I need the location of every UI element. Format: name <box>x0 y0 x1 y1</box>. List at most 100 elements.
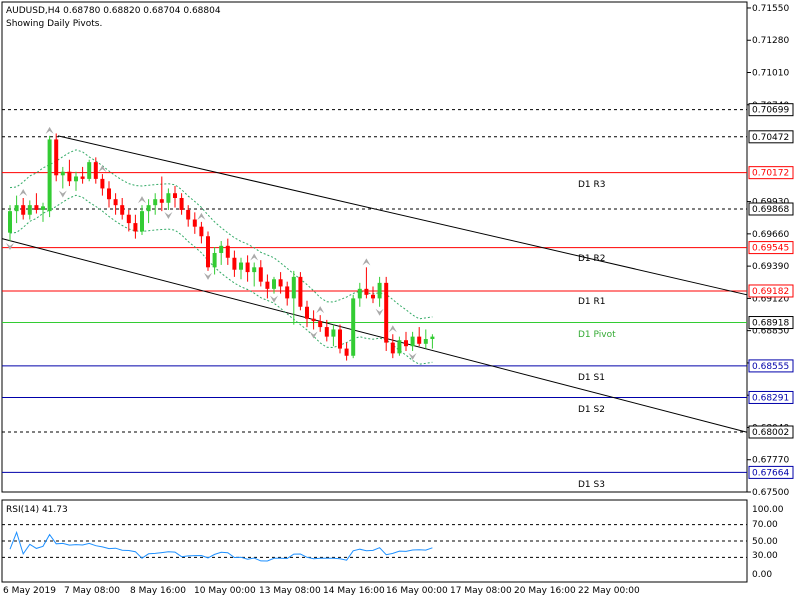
time-label: 10 May 00:00 <box>194 586 256 596</box>
pivot-label-s1: D1 S1 <box>578 373 605 383</box>
candle-body <box>298 276 303 307</box>
candle-body <box>206 236 210 268</box>
candle-body <box>258 267 263 282</box>
price-box <box>748 284 794 298</box>
price-box <box>748 103 794 117</box>
rsi-tick-0: 0.00 <box>752 570 772 580</box>
candle-body <box>344 348 349 356</box>
price-box-label: 0.67664 <box>752 468 789 478</box>
pivot-label-r3: D1 R3 <box>578 180 606 190</box>
candles <box>8 133 435 361</box>
rsi-label: RSI(14) 41.73 <box>6 505 68 515</box>
candle-body <box>430 336 435 340</box>
fractal-down-arrow <box>164 211 173 219</box>
fractal-up-arrow <box>362 258 371 266</box>
regression-channel <box>1 135 748 433</box>
envelope-upper <box>9 149 433 320</box>
candle-body <box>324 327 329 337</box>
rsi-tick-100: 100.00 <box>752 505 784 515</box>
candle-body <box>384 282 389 343</box>
candle-body <box>225 245 230 258</box>
rsi-line <box>9 530 433 562</box>
fractal-up-arrow <box>19 189 28 196</box>
candle-body <box>390 342 395 354</box>
candle-body <box>364 288 369 295</box>
candle-body <box>252 267 257 273</box>
price-box-label: 0.70699 <box>752 106 789 116</box>
fractal-down-arrow <box>204 272 212 280</box>
candle-body <box>404 340 408 347</box>
candle-body <box>21 205 26 215</box>
candle-body <box>272 279 276 289</box>
candle-body <box>107 188 111 200</box>
price-box-label: 0.68291 <box>752 393 789 403</box>
candle-body <box>166 193 171 203</box>
candle-body <box>338 329 342 349</box>
fractal-down-arrow <box>6 243 14 251</box>
price-box <box>748 130 794 144</box>
channel-upper-line <box>57 135 748 296</box>
candle-body <box>179 198 184 210</box>
pivot-label-s3: D1 S3 <box>578 480 605 490</box>
rsi-tick-50: 50.00 <box>752 537 778 547</box>
price-axis: 0.715500.712800.710100.707400.699300.696… <box>747 4 794 498</box>
price-box <box>748 359 794 373</box>
candle-body <box>8 211 12 233</box>
candle-body <box>285 286 290 299</box>
fractal-up-arrow <box>98 165 107 173</box>
candle-body <box>146 205 151 212</box>
time-label: 8 May 16:00 <box>130 586 186 596</box>
candle-body <box>93 162 98 179</box>
candle-body <box>126 214 131 224</box>
envelope-bands <box>9 149 433 365</box>
time-label: 20 May 16:00 <box>514 586 576 596</box>
candle-body <box>74 176 78 182</box>
candle-body <box>67 171 72 182</box>
candle-body <box>265 281 270 289</box>
fractal-up-arrow <box>45 126 54 134</box>
candle-body <box>331 329 336 337</box>
price-tick-label: 0.67770 <box>752 456 789 466</box>
price-box-label: 0.69182 <box>752 287 789 297</box>
candle-body <box>239 262 243 270</box>
fractal-down-arrow <box>309 331 318 339</box>
rsi-pane <box>2 524 747 562</box>
price-box <box>748 316 794 330</box>
candle-body <box>113 199 118 206</box>
candle-body <box>153 199 158 206</box>
candle-body <box>34 205 39 210</box>
fractal-up-arrow <box>388 325 397 333</box>
candle-body <box>318 321 323 328</box>
price-tick-label: 0.69120 <box>752 294 789 304</box>
time-label: 22 May 00:00 <box>578 586 640 596</box>
price-tick-label: 0.69390 <box>752 262 789 272</box>
price-box <box>748 166 794 180</box>
candle-body <box>120 205 125 215</box>
candle-body <box>311 318 316 322</box>
price-box <box>748 390 794 404</box>
candle-body <box>173 193 177 198</box>
candle-body <box>232 257 237 270</box>
candle-body <box>54 139 59 176</box>
candle-body <box>291 276 296 299</box>
fractal-up-arrow <box>250 253 259 261</box>
candle-body <box>305 306 309 319</box>
price-box-label: 0.69868 <box>752 205 789 215</box>
candle-body <box>397 340 402 354</box>
candle-body <box>140 211 144 232</box>
time-label: 13 May 08:00 <box>259 586 321 596</box>
candle-body <box>60 171 65 176</box>
price-box-label: 0.69545 <box>752 244 789 254</box>
candle-body <box>87 162 92 179</box>
fractal-up-arrow <box>138 196 146 204</box>
price-tick-label: 0.68850 <box>752 327 789 337</box>
candle-body <box>199 226 204 237</box>
fractal-down-arrow <box>375 308 384 316</box>
price-box-label: 0.70472 <box>752 133 789 143</box>
price-box <box>748 465 794 479</box>
grid-layer <box>2 109 747 473</box>
candle-body <box>371 294 375 299</box>
candle-body <box>245 262 250 273</box>
candle-body <box>47 139 52 212</box>
